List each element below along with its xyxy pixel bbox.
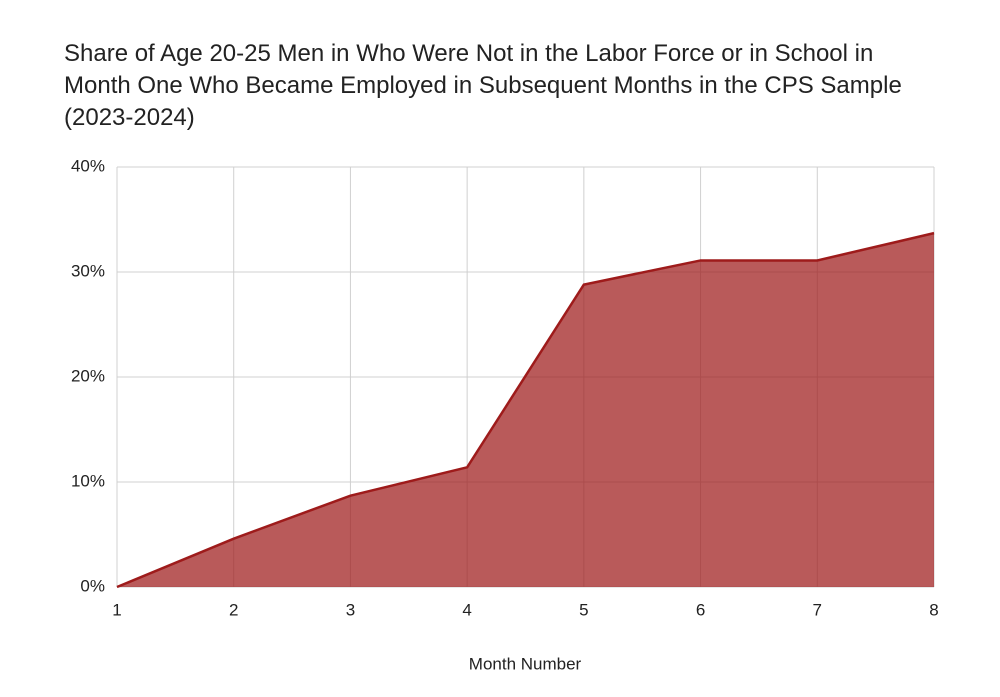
chart-title: Share of Age 20-25 Men in Who Were Not i… [64, 40, 902, 131]
x-tick-label: 5 [579, 600, 588, 619]
y-tick-label: 20% [71, 366, 105, 385]
x-tick-label: 3 [346, 600, 355, 619]
x-tick-label: 1 [112, 600, 121, 619]
area [117, 233, 934, 587]
y-tick-label: 30% [71, 261, 105, 280]
x-tick-label: 8 [929, 600, 938, 619]
x-tick-label: 2 [229, 600, 238, 619]
x-tick-label: 4 [462, 600, 471, 619]
y-tick-label: 10% [71, 471, 105, 490]
y-tick-label: 40% [71, 156, 105, 175]
line [116, 231, 935, 589]
y-tick-label: 0% [80, 576, 105, 595]
x-tick-label: 6 [696, 600, 705, 619]
x-tick-label: 7 [813, 600, 822, 619]
x-axis-label: Month Number [469, 654, 582, 673]
